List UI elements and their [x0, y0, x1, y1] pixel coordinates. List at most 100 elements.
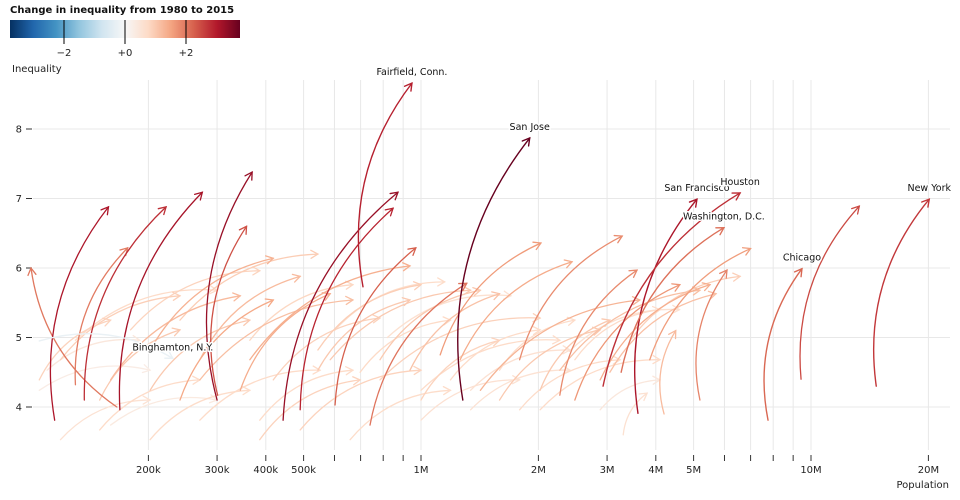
x-tick-label: 20M	[918, 465, 939, 476]
arrow-shaft	[179, 253, 319, 321]
arrowhead	[719, 269, 728, 279]
arrow-shaft	[109, 396, 218, 426]
city-label: Binghamton, N.Y.	[132, 342, 213, 353]
arrow-shaft	[259, 369, 354, 421]
arrowhead	[521, 136, 531, 147]
arrowhead	[141, 364, 152, 374]
arrow-shaft	[299, 369, 422, 431]
arrow-shaft	[518, 235, 623, 361]
arrowhead	[384, 207, 395, 217]
x-tick-label: 300k	[205, 465, 230, 476]
arrowhead	[264, 255, 275, 265]
city-arrow	[299, 207, 395, 411]
city-arrow	[379, 286, 482, 361]
arrow-shaft	[272, 317, 381, 381]
city-arrow	[317, 297, 412, 371]
arrow-shaft	[420, 379, 521, 421]
city-arrow	[420, 337, 501, 401]
arrowhead	[403, 82, 413, 92]
x-tick-label: 200k	[136, 465, 161, 476]
city-arrow	[27, 266, 118, 408]
city-arrow	[334, 247, 417, 406]
city-arrow	[629, 272, 742, 341]
city-arrow	[317, 281, 423, 351]
city-arrow	[409, 291, 501, 371]
city-arrow	[459, 259, 574, 361]
arrow-shaft	[205, 171, 253, 401]
arrowhead	[131, 334, 142, 345]
arrow-shaft	[259, 379, 361, 441]
arrow-shaft	[369, 282, 468, 426]
legend-tick-label: −2	[57, 48, 72, 59]
city-arrow	[622, 392, 649, 436]
arrow-shaft	[83, 206, 167, 401]
arrowhead	[413, 365, 423, 376]
city-arrow	[299, 365, 423, 431]
arrow-shaft	[479, 299, 641, 391]
arrow-shaft	[99, 329, 181, 401]
city-arrow	[199, 295, 355, 381]
arrowhead	[171, 327, 182, 337]
city-arrow	[179, 298, 275, 401]
city-arrow	[199, 365, 322, 421]
arrow-shaft	[239, 293, 331, 391]
arrow-shaft	[349, 389, 452, 441]
arrow-shaft	[317, 284, 422, 351]
arrowhead	[389, 191, 399, 201]
arrow-shaft	[59, 295, 181, 361]
x-tick-label: 2M	[531, 465, 546, 476]
city-arrow	[559, 269, 639, 396]
arrow-shaft	[282, 191, 399, 421]
arrowhead	[851, 205, 861, 215]
arrowhead	[264, 298, 275, 308]
city-label: San Jose	[510, 122, 550, 133]
arrowhead	[671, 283, 682, 292]
arrow-shaft	[179, 299, 274, 401]
arrow-shaft	[74, 247, 129, 386]
y-tick-label: 6	[16, 264, 22, 275]
arrowhead	[458, 282, 468, 291]
arrowhead	[412, 281, 423, 291]
y-tick-label: 7	[16, 194, 22, 205]
labeled-city-arrow	[602, 192, 742, 387]
city-label: Houston	[720, 177, 759, 188]
city-arrow	[129, 266, 262, 331]
city-arrow	[518, 234, 624, 361]
arrowhead	[244, 170, 253, 181]
city-arrow	[282, 191, 399, 421]
arrowhead	[668, 329, 677, 340]
labeled-city-arrow	[357, 82, 413, 288]
arrow-shaft	[249, 284, 354, 341]
arrow-shaft	[334, 247, 417, 406]
city-arrow	[249, 262, 412, 361]
city-label: Fairfield, Conn.	[376, 67, 447, 78]
arrowhead	[238, 225, 248, 235]
arrowhead	[164, 350, 175, 360]
arrowhead	[688, 198, 698, 208]
labeled-city-arrow	[38, 333, 175, 360]
arrowhead	[532, 325, 542, 336]
x-tick-label: 400k	[253, 465, 278, 476]
arrowhead	[321, 292, 332, 301]
y-tick-label: 5	[16, 333, 22, 344]
arrow-shaft	[109, 295, 241, 381]
city-arrow	[649, 247, 752, 361]
city-arrow	[449, 325, 542, 381]
arrowhead	[372, 314, 382, 324]
gridlines	[33, 80, 950, 450]
arrow-shaft	[559, 289, 701, 371]
arrowhead	[442, 316, 452, 326]
arrowhead	[793, 267, 803, 278]
city-arrow	[259, 366, 355, 421]
arrow-shaft	[357, 82, 413, 288]
arrow-shaft	[459, 261, 573, 361]
arrowhead	[511, 375, 521, 385]
arrowhead	[100, 205, 110, 216]
arrow-shaft	[379, 317, 541, 381]
arrow-shaft	[299, 207, 394, 411]
city-label: Washington, D.C.	[683, 212, 765, 223]
x-tick-label: 4M	[648, 465, 663, 476]
arrow-shaft	[574, 284, 681, 401]
arrow-shaft	[602, 192, 741, 387]
y-axis: 4 5 6 7 8	[16, 125, 32, 414]
